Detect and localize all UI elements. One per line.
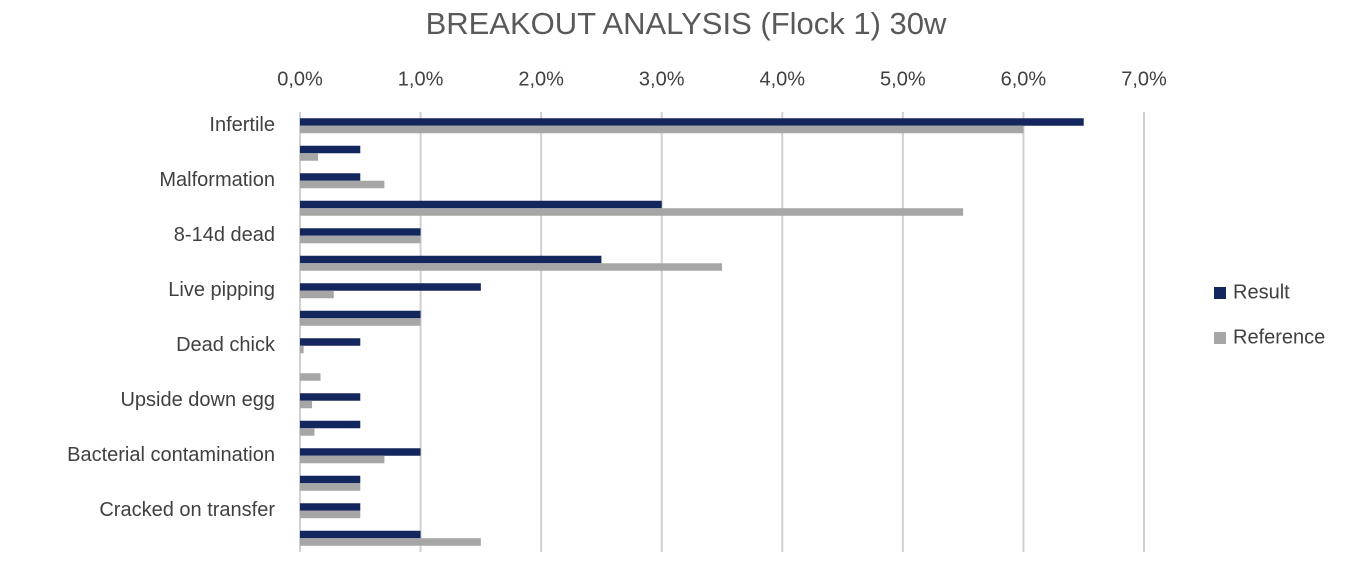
legend-swatch xyxy=(1214,287,1226,299)
bar xyxy=(300,475,361,484)
bar xyxy=(300,228,421,236)
bar xyxy=(300,428,315,436)
bar xyxy=(300,255,602,264)
bar xyxy=(300,180,385,189)
bar xyxy=(300,530,421,539)
y-tick-label: Upside down egg xyxy=(120,389,275,411)
bar xyxy=(300,510,361,519)
y-tick-label: Live pipping xyxy=(168,279,275,301)
bar xyxy=(300,283,481,291)
bar xyxy=(300,538,481,546)
bar xyxy=(300,503,361,511)
bar xyxy=(300,208,964,216)
bar xyxy=(300,393,361,401)
x-tick-label: 3,0% xyxy=(639,68,685,90)
x-tick-label: 6,0% xyxy=(1001,68,1047,90)
legend-label: Reference xyxy=(1233,326,1325,348)
y-tick-label: Cracked on transfer xyxy=(99,499,275,521)
y-tick-label: Malformation xyxy=(159,169,275,191)
bar xyxy=(300,263,722,271)
legend-label: Result xyxy=(1233,281,1290,303)
bar xyxy=(300,290,334,299)
bar xyxy=(300,310,421,319)
x-tick-label: 7,0% xyxy=(1121,68,1167,90)
y-tick-label: Bacterial contamination xyxy=(67,444,275,466)
x-tick-label: 5,0% xyxy=(880,68,926,90)
bar xyxy=(300,373,321,381)
bar xyxy=(300,448,421,456)
bar xyxy=(300,455,385,464)
x-tick-label: 2,0% xyxy=(518,68,564,90)
bar xyxy=(300,153,319,161)
x-tick-label: 0,0% xyxy=(277,68,323,90)
bar xyxy=(300,345,304,354)
bar xyxy=(300,483,361,491)
legend-swatch xyxy=(1214,332,1226,344)
bar xyxy=(300,125,1024,134)
bar xyxy=(300,235,421,244)
bar xyxy=(300,145,361,154)
y-tick-label: 8-14d dead xyxy=(174,224,275,246)
bar xyxy=(300,420,361,429)
bar xyxy=(300,400,313,409)
x-tick-label: 4,0% xyxy=(759,68,805,90)
bar xyxy=(300,173,361,181)
bar xyxy=(300,318,421,326)
chart-title: BREAKOUT ANALYSIS (Flock 1) 30w xyxy=(426,6,947,41)
y-tick-label: Dead chick xyxy=(176,334,276,356)
bar xyxy=(300,200,662,209)
y-tick-label: Infertile xyxy=(209,114,275,136)
x-tick-label: 1,0% xyxy=(398,68,444,90)
bar xyxy=(300,338,361,346)
bar xyxy=(300,118,1084,126)
